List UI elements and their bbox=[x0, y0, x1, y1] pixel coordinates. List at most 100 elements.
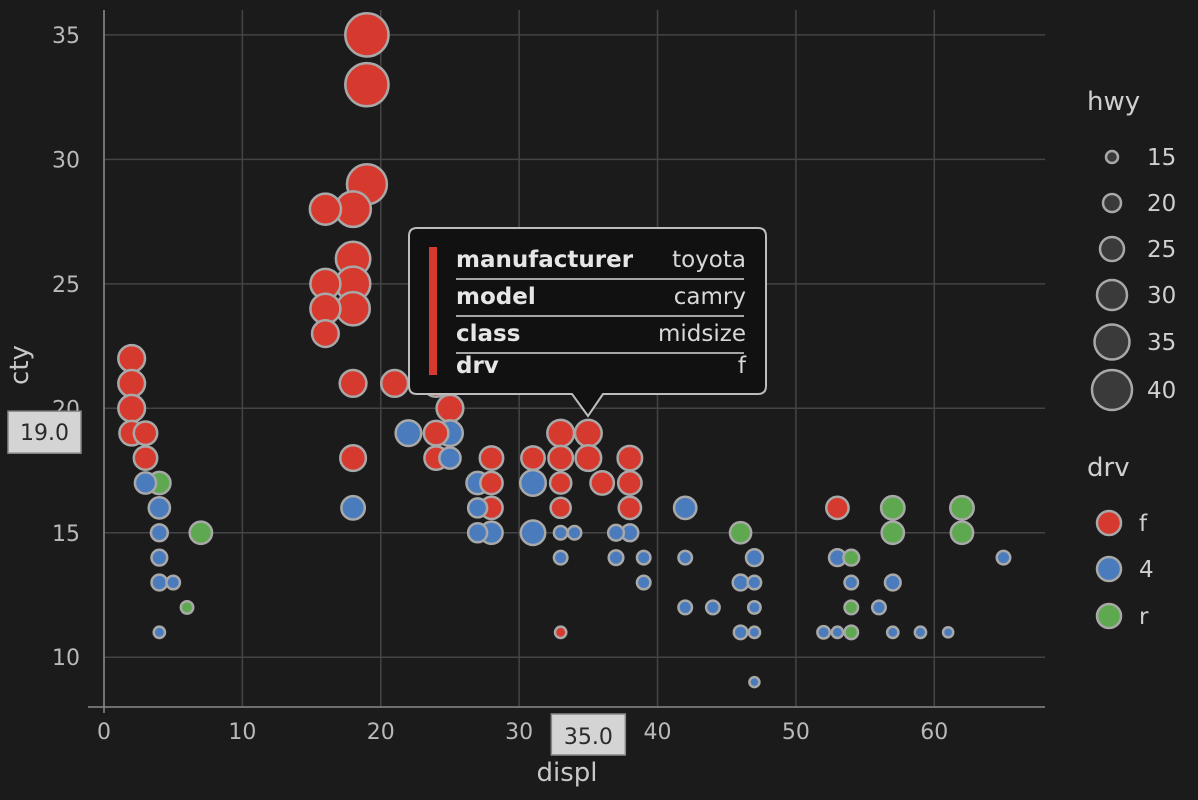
data-point bbox=[422, 419, 450, 447]
data-point bbox=[883, 573, 902, 592]
data-point bbox=[913, 625, 928, 640]
size-legend-label: 35 bbox=[1147, 330, 1176, 356]
data-point bbox=[574, 444, 603, 473]
data-point bbox=[132, 420, 159, 447]
data-point bbox=[310, 319, 341, 349]
data-point bbox=[616, 444, 644, 472]
size-legend-key bbox=[1095, 278, 1129, 312]
data-point bbox=[547, 444, 575, 472]
data-point bbox=[519, 519, 547, 547]
size-legend-key bbox=[1098, 235, 1126, 263]
data-point bbox=[150, 548, 169, 567]
data-point bbox=[188, 520, 214, 546]
size-legend-label: 25 bbox=[1147, 237, 1176, 263]
data-point bbox=[552, 549, 569, 566]
x-tick-label: 20 bbox=[367, 720, 395, 745]
data-point bbox=[677, 599, 694, 616]
data-point bbox=[546, 418, 576, 448]
data-point bbox=[843, 599, 860, 616]
data-point bbox=[308, 192, 343, 226]
data-point bbox=[117, 368, 147, 398]
y-tick-label: 25 bbox=[52, 273, 80, 298]
color-legend-key bbox=[1095, 555, 1123, 583]
x-tick-label: 10 bbox=[228, 720, 256, 745]
data-point bbox=[728, 520, 753, 545]
data-point bbox=[117, 393, 147, 423]
data-point bbox=[672, 495, 698, 521]
color-legend-label: 4 bbox=[1139, 557, 1154, 583]
data-point bbox=[746, 574, 763, 591]
data-point bbox=[340, 494, 367, 521]
data-point bbox=[394, 419, 423, 448]
data-point bbox=[566, 524, 583, 541]
data-point bbox=[344, 61, 390, 108]
tooltip-value: toyota bbox=[672, 247, 746, 273]
tooltip-value: midsize bbox=[658, 321, 746, 347]
crosshair-y-label-box bbox=[7, 410, 82, 454]
data-point bbox=[747, 625, 762, 640]
data-point bbox=[949, 520, 975, 546]
tooltip-key: class bbox=[456, 321, 520, 347]
color-legend-label: r bbox=[1139, 604, 1149, 630]
data-point bbox=[843, 624, 860, 641]
size-legend-key bbox=[1104, 149, 1120, 165]
legend: hwy 15 20 25 30 35 40 drv f 4 r bbox=[1087, 87, 1176, 630]
data-point bbox=[744, 547, 765, 568]
data-point bbox=[816, 624, 832, 640]
data-point bbox=[746, 599, 762, 615]
y-tick-label: 15 bbox=[52, 522, 80, 547]
data-point bbox=[339, 444, 368, 473]
data-point bbox=[842, 548, 861, 567]
tooltip-key: drv bbox=[456, 353, 499, 379]
x-tick-label: 30 bbox=[505, 720, 533, 745]
color-legend-key bbox=[1095, 509, 1123, 537]
size-legend-key bbox=[1101, 192, 1123, 214]
data-point bbox=[133, 471, 158, 495]
data-point bbox=[553, 625, 568, 640]
data-point bbox=[635, 574, 652, 591]
data-point bbox=[879, 494, 906, 521]
data-point bbox=[117, 343, 147, 374]
data-point bbox=[380, 368, 410, 398]
data-points bbox=[117, 12, 1012, 689]
y-axis-title: cty bbox=[5, 345, 35, 385]
data-point bbox=[549, 496, 572, 520]
size-legend-key bbox=[1090, 368, 1134, 412]
data-point bbox=[165, 574, 182, 591]
color-legend-title: drv bbox=[1087, 453, 1130, 483]
data-point bbox=[179, 599, 195, 615]
data-point bbox=[843, 574, 860, 591]
x-axis-title: displ bbox=[536, 758, 597, 788]
size-legend-label: 20 bbox=[1147, 191, 1176, 217]
crosshair: 35.0 19.0 bbox=[7, 410, 627, 756]
data-point bbox=[704, 599, 721, 616]
data-point bbox=[478, 445, 505, 472]
size-legend-title: hwy bbox=[1087, 87, 1140, 117]
data-point bbox=[589, 470, 616, 496]
data-point bbox=[338, 368, 368, 398]
tooltip-color-bar bbox=[429, 247, 437, 375]
y-tick-label: 10 bbox=[52, 646, 80, 671]
data-point bbox=[941, 625, 955, 639]
data-point bbox=[885, 625, 900, 640]
x-tick-label: 60 bbox=[920, 720, 948, 745]
data-point bbox=[479, 470, 504, 496]
data-point bbox=[617, 495, 643, 521]
color-legend-label: f bbox=[1139, 511, 1148, 537]
tooltip-key: manufacturer bbox=[456, 247, 634, 273]
crosshair-x-label-box bbox=[550, 713, 627, 756]
tooltip-value: f bbox=[738, 353, 747, 379]
data-point bbox=[147, 496, 172, 520]
size-legend-label: 40 bbox=[1147, 378, 1176, 404]
data-point bbox=[732, 624, 749, 641]
data-point bbox=[152, 625, 167, 640]
data-point bbox=[149, 523, 170, 543]
x-tick-label: 40 bbox=[644, 720, 672, 745]
data-point bbox=[344, 12, 390, 58]
data-point bbox=[466, 522, 489, 544]
data-point bbox=[677, 549, 694, 566]
data-point bbox=[748, 675, 761, 689]
data-point bbox=[520, 445, 546, 472]
data-point bbox=[995, 549, 1012, 566]
